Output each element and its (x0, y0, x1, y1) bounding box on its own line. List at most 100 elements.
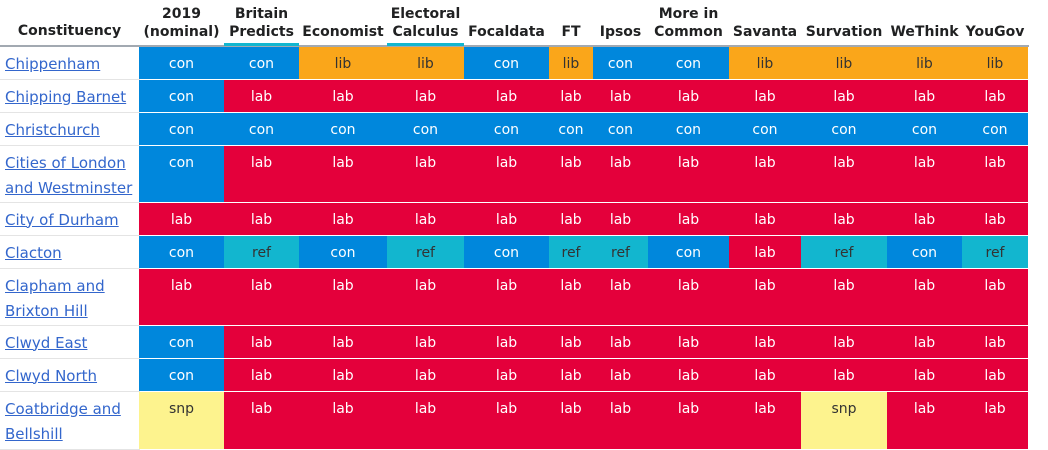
column-header-text: Savanta (732, 24, 798, 40)
constituency-link[interactable]: Cities of London and Westminster (5, 154, 132, 197)
constituency-name: Christchurch (5, 120, 100, 139)
prediction-cell-economist: lab (299, 325, 387, 359)
column-header-more-in-common: More in Common (648, 0, 729, 47)
prediction-cell-britain-predicts: lab (224, 79, 299, 113)
constituency-link[interactable]: Clwyd East (5, 334, 87, 352)
prediction-cell-economist: lab (299, 145, 387, 203)
constituency-name: Coatbridge and (5, 399, 121, 418)
prediction-cell-britain-predicts: lab (224, 145, 299, 203)
constituency-link[interactable]: Chippenham (5, 55, 100, 73)
constituency-link[interactable]: Christchurch (5, 121, 100, 139)
column-header-britain-predicts: Britain Predicts (224, 0, 299, 47)
prediction-cell-economist: lib (299, 46, 387, 80)
prediction-cell-more-in-common: con (648, 235, 729, 269)
prediction-cell-savanta: lab (729, 235, 801, 269)
prediction-cell-economist: lab (299, 202, 387, 236)
table-row: Clwyd East con lab lab lab lab lab lab lab lab lab… (0, 325, 1028, 359)
prediction-cell-more-in-common: lab (648, 358, 729, 392)
prediction-cell-survation: lab (801, 268, 887, 326)
prediction-cell-survation: con (801, 112, 887, 146)
column-header-electoral-calculus: Electoral Calculus (387, 0, 464, 47)
table-row: Clwyd North con lab lab lab lab lab lab lab lab la… (0, 358, 1028, 392)
prediction-cell-2019: con (139, 358, 224, 392)
prediction-cell-focaldata: con (464, 46, 549, 80)
constituency-link[interactable]: Clapham and Brixton Hill (5, 277, 105, 320)
prediction-cell-ft: lab (549, 145, 593, 203)
prediction-cell-savanta: lib (729, 46, 801, 80)
prediction-cell-economist: con (299, 235, 387, 269)
prediction-cell-focaldata: con (464, 235, 549, 269)
prediction-cell-britain-predicts: con (224, 112, 299, 146)
prediction-cell-yougov: lib (962, 46, 1028, 80)
prediction-cell-yougov: lab (962, 325, 1028, 359)
prediction-cell-wethink: lab (887, 145, 962, 203)
prediction-cell-survation: lab (801, 145, 887, 203)
prediction-cell-more-in-common: lab (648, 268, 729, 326)
prediction-cell-2019: con (139, 112, 224, 146)
column-header-text: Constituency (17, 23, 122, 39)
table-row: City of Durham lab lab lab lab lab lab lab lab la… (0, 202, 1028, 236)
prediction-cell-ft: ref (549, 235, 593, 269)
prediction-cell-savanta: lab (729, 268, 801, 326)
prediction-cell-yougov: lab (962, 391, 1028, 450)
constituency-link[interactable]: Chipping Barnet (5, 88, 126, 106)
prediction-cell-wethink: lab (887, 79, 962, 113)
constituency-name: Bellshill (5, 424, 63, 443)
constituency-name: Clwyd North (5, 366, 98, 385)
prediction-cell-electoral-calculus: lab (387, 268, 464, 326)
prediction-cell-economist: lab (299, 391, 387, 450)
column-header-text: Electoral (390, 6, 461, 22)
prediction-cell-britain-predicts: lab (224, 325, 299, 359)
table-row: Coatbridge and Bellshill snp lab lab lab lab la… (0, 391, 1028, 450)
prediction-cell-2019: lab (139, 202, 224, 236)
prediction-cell-britain-predicts: lab (224, 202, 299, 236)
prediction-cell-savanta: lab (729, 145, 801, 203)
prediction-cell-more-in-common: lab (648, 202, 729, 236)
column-header-text: Ipsos (599, 24, 642, 40)
prediction-cell-yougov: lab (962, 268, 1028, 326)
prediction-cell-2019: con (139, 325, 224, 359)
prediction-cell-focaldata: lab (464, 202, 549, 236)
prediction-cell-2019: con (139, 235, 224, 269)
prediction-cell-ft: lab (549, 391, 593, 450)
column-header-text: YouGov (965, 24, 1025, 40)
prediction-cell-savanta: lab (729, 325, 801, 359)
constituency-cell: Clacton (0, 235, 139, 269)
prediction-cell-ipsos: lab (593, 358, 648, 392)
prediction-cell-britain-predicts: con (224, 46, 299, 80)
prediction-cell-2019: con (139, 79, 224, 113)
constituency-link[interactable]: Coatbridge and Bellshill (5, 400, 121, 443)
prediction-cell-more-in-common: lab (648, 79, 729, 113)
prediction-cell-savanta: con (729, 112, 801, 146)
prediction-cell-2019: con (139, 46, 224, 80)
constituency-cell: Clwyd North (0, 358, 139, 392)
constituency-link[interactable]: Clacton (5, 244, 62, 262)
column-header-text: Common (654, 24, 723, 40)
prediction-cell-wethink: con (887, 112, 962, 146)
constituency-name: Brixton Hill (5, 301, 88, 320)
prediction-cell-focaldata: lab (464, 79, 549, 113)
constituency-cell: Coatbridge and Bellshill (0, 391, 139, 450)
column-header-constituency: Constituency (0, 0, 139, 47)
prediction-cell-focaldata: con (464, 112, 549, 146)
prediction-cell-survation: lab (801, 202, 887, 236)
prediction-cell-focaldata: lab (464, 391, 549, 450)
header-row: Constituency 2019 (nominal) Britain Predicts… (0, 0, 1028, 47)
prediction-cell-wethink: lab (887, 325, 962, 359)
prediction-cell-more-in-common: lab (648, 145, 729, 203)
table-row: Chippenham con con lib lib con lib con con lib lib… (0, 46, 1028, 80)
column-header-ft: FT (549, 0, 593, 47)
constituency-cell: Clwyd East (0, 325, 139, 359)
prediction-cell-ipsos: lab (593, 145, 648, 203)
column-header-savanta: Savanta (729, 0, 801, 47)
column-header-focaldata: Focaldata (464, 0, 549, 47)
constituency-link[interactable]: Clwyd North (5, 367, 97, 385)
constituency-name: Cities of London (5, 153, 126, 172)
constituency-link[interactable]: City of Durham (5, 211, 119, 229)
prediction-cell-survation: lab (801, 325, 887, 359)
constituency-cell: Chipping Barnet (0, 79, 139, 113)
prediction-cell-ipsos: lab (593, 391, 648, 450)
prediction-cell-wethink: con (887, 235, 962, 269)
table-row: Christchurch con con con con con con con con con c… (0, 112, 1028, 146)
prediction-cell-focaldata: lab (464, 325, 549, 359)
